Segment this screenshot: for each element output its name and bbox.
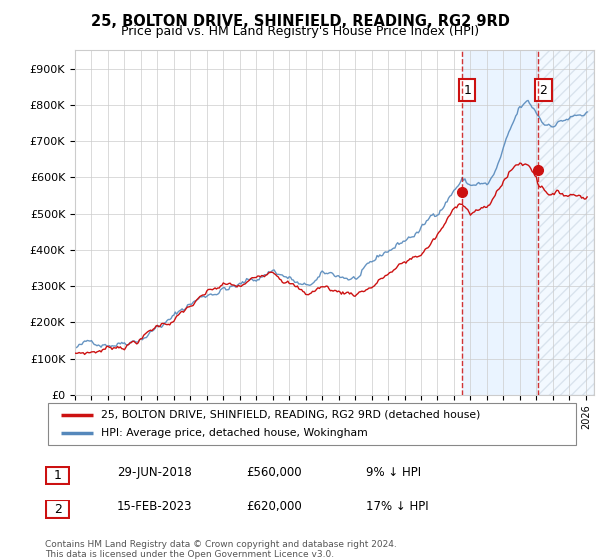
Text: HPI: Average price, detached house, Wokingham: HPI: Average price, detached house, Woki…	[101, 428, 368, 438]
Text: 15-FEB-2023: 15-FEB-2023	[117, 500, 193, 513]
FancyBboxPatch shape	[48, 403, 576, 445]
Text: £560,000: £560,000	[246, 466, 302, 479]
Text: 25, BOLTON DRIVE, SHINFIELD, READING, RG2 9RD: 25, BOLTON DRIVE, SHINFIELD, READING, RG…	[91, 14, 509, 29]
Text: 29-JUN-2018: 29-JUN-2018	[117, 466, 192, 479]
Text: £620,000: £620,000	[246, 500, 302, 513]
Text: 2: 2	[539, 84, 547, 97]
Text: 1: 1	[53, 469, 62, 482]
Text: 1: 1	[463, 84, 471, 97]
Text: 25, BOLTON DRIVE, SHINFIELD, READING, RG2 9RD (detached house): 25, BOLTON DRIVE, SHINFIELD, READING, RG…	[101, 410, 480, 420]
Bar	[538, 50, 594, 395]
FancyBboxPatch shape	[46, 467, 69, 484]
Text: 9% ↓ HPI: 9% ↓ HPI	[366, 466, 421, 479]
Bar	[462, 50, 538, 395]
Text: This data is licensed under the Open Government Licence v3.0.: This data is licensed under the Open Gov…	[45, 550, 334, 559]
Text: 17% ↓ HPI: 17% ↓ HPI	[366, 500, 428, 513]
FancyBboxPatch shape	[46, 501, 69, 517]
Text: Contains HM Land Registry data © Crown copyright and database right 2024.: Contains HM Land Registry data © Crown c…	[45, 540, 397, 549]
Text: 2: 2	[53, 502, 62, 516]
Text: Price paid vs. HM Land Registry's House Price Index (HPI): Price paid vs. HM Land Registry's House …	[121, 25, 479, 38]
